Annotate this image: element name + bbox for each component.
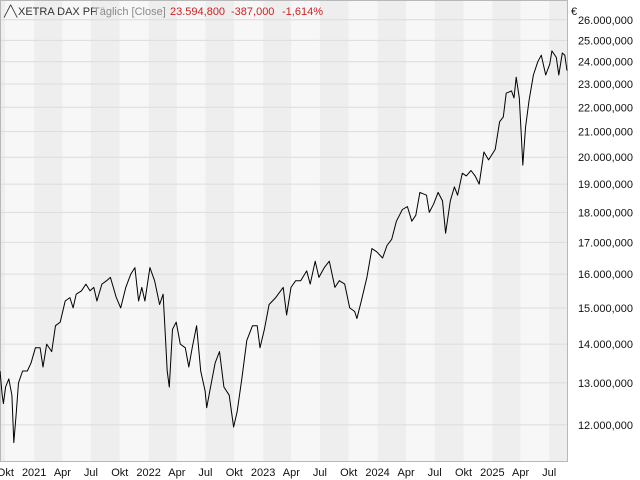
x-tick-label: 2024: [365, 467, 389, 479]
currency-label: €: [571, 6, 577, 18]
period-band: [377, 0, 407, 461]
x-tick-label: Okt: [111, 467, 128, 479]
x-tick-label: Jul: [198, 467, 212, 479]
x-tick-label: 2025: [480, 467, 504, 479]
period-band: [319, 0, 349, 461]
horizontal-gridlines: [0, 19, 567, 426]
period-band: [434, 0, 464, 461]
period-band: [463, 0, 493, 461]
x-tick-label: 2021: [22, 467, 46, 479]
period-band: [291, 0, 320, 461]
x-tick-label: Okt: [0, 467, 14, 479]
period-band: [62, 0, 91, 461]
y-tick-label: 12.000,000: [578, 420, 633, 432]
y-tick-label: 22.000,000: [578, 102, 633, 114]
period-band: [0, 0, 6, 461]
y-tick-label: 20.000,000: [578, 152, 633, 164]
x-tick-label: 2023: [251, 467, 275, 479]
period-band: [406, 0, 435, 461]
chart-header: ╱╲ XETRA DAX PF Täglich [Close] 23.594,8…: [3, 4, 323, 18]
x-tick-label: Okt: [340, 467, 357, 479]
y-tick-label: 15.000,000: [578, 303, 633, 315]
symbol-name: XETRA DAX PF: [18, 6, 97, 18]
x-tick-label: Apr: [512, 467, 529, 479]
dax-price-line: [0, 50, 568, 444]
y-tick-label: 21.000,000: [578, 127, 633, 139]
x-tick-label: Apr: [168, 467, 185, 479]
y-tick-label: 14.000,000: [578, 339, 633, 351]
x-tick-label: Apr: [54, 467, 71, 479]
x-tick-label: Jul: [84, 467, 98, 479]
x-tick-label: Okt: [226, 467, 243, 479]
change-pct: -1,614%: [282, 6, 323, 18]
period-band: [520, 0, 550, 461]
last-price: 23.594,800: [170, 6, 225, 18]
period-band: [148, 0, 177, 461]
period-band: [549, 0, 567, 461]
x-tick-label: Jul: [428, 467, 442, 479]
y-axis-tick-labels: 12.000,000 13.000,000 14.000,000 15.000,000…: [578, 15, 633, 432]
y-tick-label: 16.000,000: [578, 269, 633, 281]
x-tick-label: Apr: [283, 467, 300, 479]
period-band: [34, 0, 63, 461]
period-band: [90, 0, 120, 461]
line-chart-icon: ╱╲: [3, 4, 19, 18]
y-tick-label: 13.000,000: [578, 378, 633, 390]
period-band: [263, 0, 292, 461]
y-tick-label: 17.000,000: [578, 237, 633, 249]
x-tick-label: Jul: [313, 467, 327, 479]
period-band: [5, 0, 35, 461]
change-abs: -387,000: [231, 6, 274, 18]
x-tick-label: Jul: [542, 467, 556, 479]
interval-label: Täglich [Close]: [93, 6, 166, 18]
x-tick-label: Okt: [455, 467, 472, 479]
x-axis-tick-labels: Okt 2021 Apr Jul Okt 2022 Apr Jul Okt 2023 Apr Jul O…: [0, 467, 556, 479]
period-bands: [0, 0, 567, 461]
x-tick-label: Apr: [398, 467, 415, 479]
y-tick-label: 19.000,000: [578, 179, 633, 191]
x-tick-label: 2022: [136, 467, 160, 479]
y-tick-label: 26.000,000: [578, 15, 633, 27]
plot-frame: [0, 0, 568, 462]
period-band: [492, 0, 521, 461]
period-band: [205, 0, 235, 461]
period-band: [234, 0, 264, 461]
period-band: [119, 0, 149, 461]
y-tick-label: 25.000,000: [578, 35, 633, 47]
period-band: [348, 0, 378, 461]
period-band: [176, 0, 206, 461]
y-tick-label: 18.000,000: [578, 207, 633, 219]
y-tick-label: 23.000,000: [578, 79, 633, 91]
y-tick-label: 24.000,000: [578, 57, 633, 69]
